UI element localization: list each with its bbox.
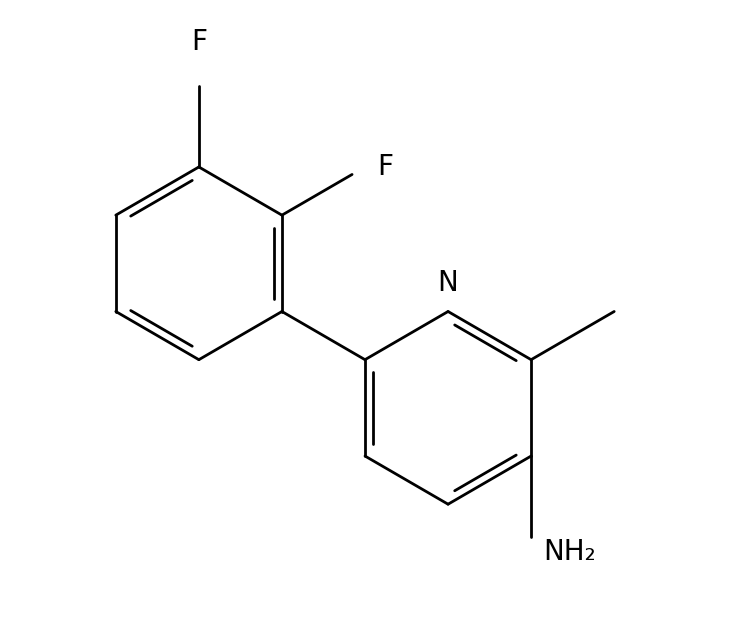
Text: N: N [438,269,458,297]
Text: F: F [377,153,393,181]
Text: F: F [191,27,207,55]
Text: NH₂: NH₂ [544,538,596,566]
